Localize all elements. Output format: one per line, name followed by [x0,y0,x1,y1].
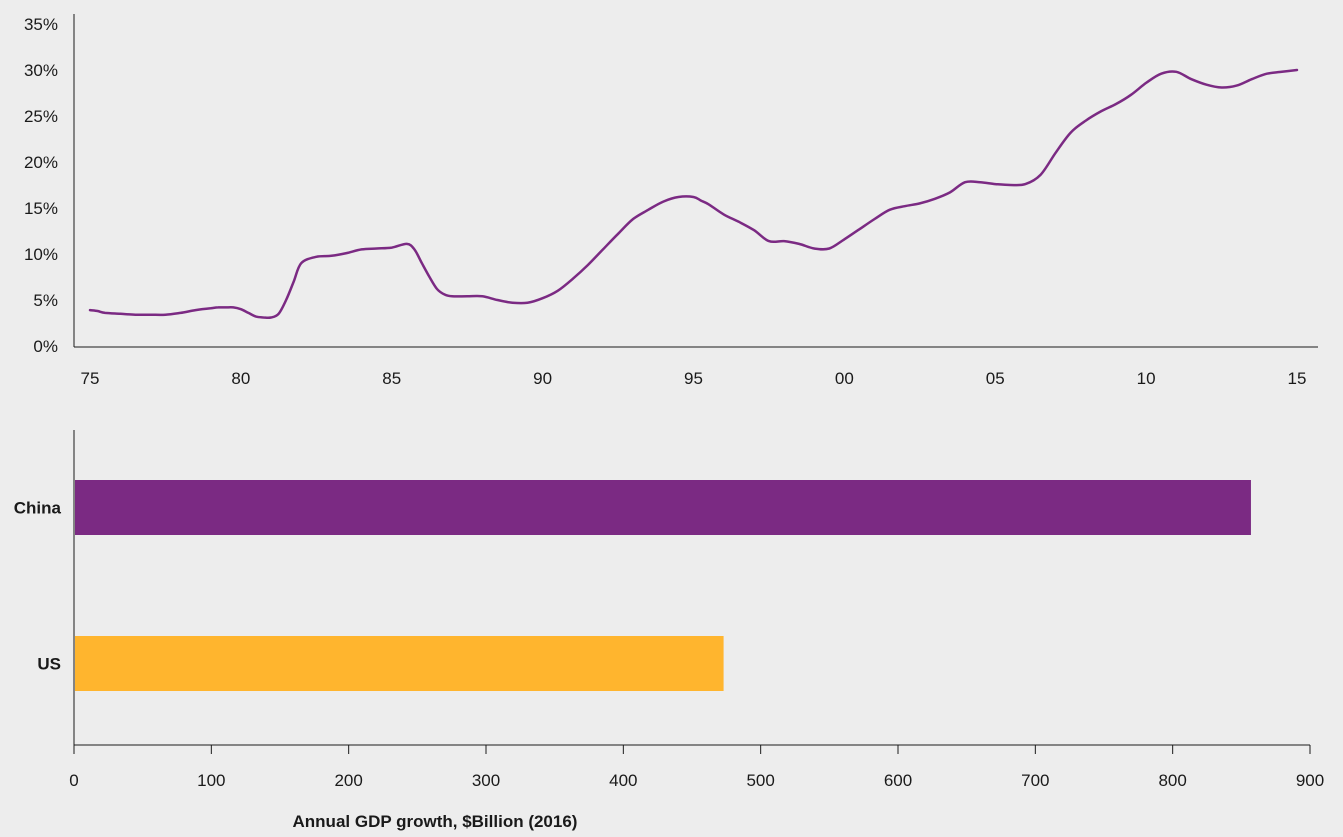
line-x-tick-label: 10 [1137,369,1156,388]
bar-chart-bars [75,480,1251,691]
bar-chart-x-ticks: 0 100 200 300 400 500 600 700 800 900 [69,745,1324,790]
bar-x-tick-label: 0 [69,771,78,790]
bar-x-tick-label: 100 [197,771,225,790]
line-series [88,68,1299,320]
line-y-tick-label: 30% [24,61,58,80]
bar-chart-x-axis-title: Annual GDP growth, $Billion (2016) [293,812,578,831]
line-x-tick-label: 05 [986,369,1005,388]
bar-x-tick-label: 700 [1021,771,1049,790]
line-y-tick-label: 10% [24,245,58,264]
bar-chart-category-labels: China US [14,499,62,674]
bar-x-tick-label: 300 [472,771,500,790]
bar-x-tick-label: 500 [746,771,774,790]
line-x-tick-label: 15 [1288,369,1307,388]
line-x-tick-label: 90 [533,369,552,388]
line-y-tick-label: 0% [33,337,58,356]
line-y-tick-label: 15% [24,199,58,218]
line-x-tick-label: 75 [81,369,100,388]
bar-category-label: US [37,655,61,674]
bar-x-tick-label: 200 [334,771,362,790]
line-chart-y-ticks: 0% 5% 10% 15% 20% 25% 30% 35% [24,15,58,356]
line-chart: 0% 5% 10% 15% 20% 25% 30% 35% 75 80 85 90 95 00 05 10 1… [24,14,1318,388]
bar-x-tick-label: 400 [609,771,637,790]
bar-x-tick-label: 900 [1296,771,1324,790]
bar-chart: 0 100 200 300 400 500 600 700 800 900 China US Ann… [14,430,1324,831]
line-x-tick-label: 00 [835,369,854,388]
line-x-tick-label: 95 [684,369,703,388]
line-x-tick-label: 85 [382,369,401,388]
line-chart-x-ticks: 75 80 85 90 95 00 05 10 15 [81,369,1307,388]
line-y-tick-label: 20% [24,153,58,172]
line-y-tick-label: 35% [24,15,58,34]
bar-category-label: China [14,499,62,518]
line-y-tick-label: 25% [24,107,58,126]
bar-x-tick-label: 600 [884,771,912,790]
line-y-tick-label: 5% [33,291,58,310]
line-x-tick-label: 80 [231,369,250,388]
bar-china [75,480,1251,535]
bar-x-tick-label: 800 [1158,771,1186,790]
bar-us [75,636,724,691]
